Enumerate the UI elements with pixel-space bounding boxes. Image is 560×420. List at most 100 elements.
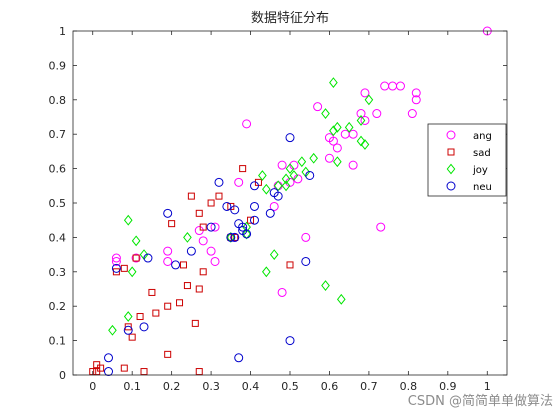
data-point-neu [230, 232, 240, 242]
data-point-neu [186, 246, 196, 256]
data-point-ang [111, 253, 121, 263]
data-point-sad [128, 333, 136, 341]
data-point-ang [360, 88, 370, 98]
data-point-neu [249, 215, 259, 225]
data-point-sad [132, 254, 140, 262]
data-point-neu [285, 336, 295, 346]
data-point-ang [328, 136, 338, 146]
y-tick-label: 0.8 [49, 94, 67, 107]
x-tick-label: 0 [89, 380, 96, 393]
chart-title: 数据特征分布 [251, 11, 329, 26]
data-point-neu [104, 367, 114, 377]
data-point-ang [163, 246, 173, 256]
data-point-sad [227, 233, 235, 241]
legend-marker-neu [446, 181, 456, 191]
plot-area [73, 31, 507, 375]
legend-box [427, 123, 507, 197]
data-point-ang [163, 256, 173, 266]
data-point-sad [199, 223, 207, 231]
legend-marker-ang [446, 130, 456, 140]
data-point-neu [206, 222, 216, 232]
data-point-ang [372, 109, 382, 119]
data-point-joy [356, 135, 366, 147]
y-tick-label: 0.7 [49, 128, 67, 141]
data-point-sad [152, 309, 160, 317]
data-point-sad [195, 285, 203, 293]
data-point-ang [313, 102, 323, 112]
data-point-joy [183, 231, 192, 243]
x-tick-label: 0.7 [360, 380, 378, 393]
data-point-sad [120, 364, 128, 372]
y-tick-label: 0 [59, 369, 66, 382]
data-point-neu [249, 201, 259, 211]
data-point-joy [333, 121, 342, 133]
data-point-sad [247, 216, 255, 224]
data-point-neu [265, 208, 275, 218]
data-point-joy [127, 266, 137, 278]
data-point-neu [273, 191, 283, 201]
data-point-sad [164, 302, 172, 310]
data-point-sad [183, 282, 191, 290]
data-point-sad [286, 261, 294, 269]
axis-ticks: 0 0.1 0.2 0.3 0.4 0.5 0.6 0.7 0.8 0.9 1 0 0.1 0.2 0.3 0… [49, 25, 507, 393]
data-point-neu [123, 325, 133, 335]
data-point-joy [309, 152, 318, 164]
x-tick-label: 0.2 [163, 380, 181, 393]
data-point-joy [131, 235, 141, 247]
x-tick-label: 0.8 [400, 380, 418, 393]
data-point-sad [187, 192, 195, 200]
data-point-joy [289, 170, 299, 181]
data-point-neu [285, 133, 295, 143]
data-point-sad [136, 313, 144, 321]
data-point-ang [348, 160, 358, 170]
data-point-sad [179, 261, 187, 269]
y-tick-label: 0.9 [49, 59, 67, 72]
data-point-sad [112, 268, 120, 276]
data-point-joy [285, 163, 295, 175]
data-point-neu [139, 322, 149, 332]
data-point-sad [191, 319, 199, 327]
x-tick-label: 0.6 [321, 380, 339, 393]
data-point-neu [242, 229, 252, 239]
data-point-sad [195, 368, 203, 376]
data-point-ang [111, 256, 121, 266]
data-point-joy [360, 139, 370, 150]
data-point-joy [123, 311, 133, 322]
data-point-ang [301, 232, 311, 242]
legend: ang sad joy neu [427, 123, 507, 197]
watermark-text: CSDN @简简单单做算法 [408, 393, 553, 409]
data-point-ang [242, 119, 252, 129]
data-point-ang [210, 222, 220, 232]
x-tick-label: 0.3 [202, 380, 220, 393]
data-marks [89, 26, 492, 377]
legend-label-ang: ang [473, 131, 492, 142]
data-point-sad [120, 264, 128, 272]
data-point-neu [171, 260, 181, 270]
data-point-joy [262, 183, 271, 195]
data-point-joy [344, 121, 354, 133]
data-point-sad [215, 192, 223, 200]
data-point-joy [333, 156, 342, 168]
data-point-joy [273, 180, 283, 192]
data-point-neu [230, 205, 240, 215]
data-point-sad [93, 368, 101, 376]
y-tick-label: 0.1 [49, 335, 67, 348]
data-point-ang [411, 95, 421, 105]
data-point-ang [289, 160, 299, 170]
data-point-sad [124, 323, 132, 331]
data-point-sad [168, 220, 176, 228]
data-point-ang [395, 81, 405, 91]
data-point-ang [131, 253, 141, 263]
data-point-sad [239, 165, 247, 173]
x-tick-label: 0.5 [281, 380, 299, 393]
data-point-ang [277, 160, 287, 170]
data-point-sad [195, 209, 203, 217]
y-tick-label: 0.3 [49, 266, 67, 279]
y-tick-label: 0.5 [49, 197, 67, 210]
legend-label-neu: neu [473, 182, 492, 193]
data-point-sad [164, 350, 172, 358]
data-point-joy [321, 280, 330, 291]
data-point-joy [242, 228, 251, 240]
data-point-ang [277, 287, 287, 297]
